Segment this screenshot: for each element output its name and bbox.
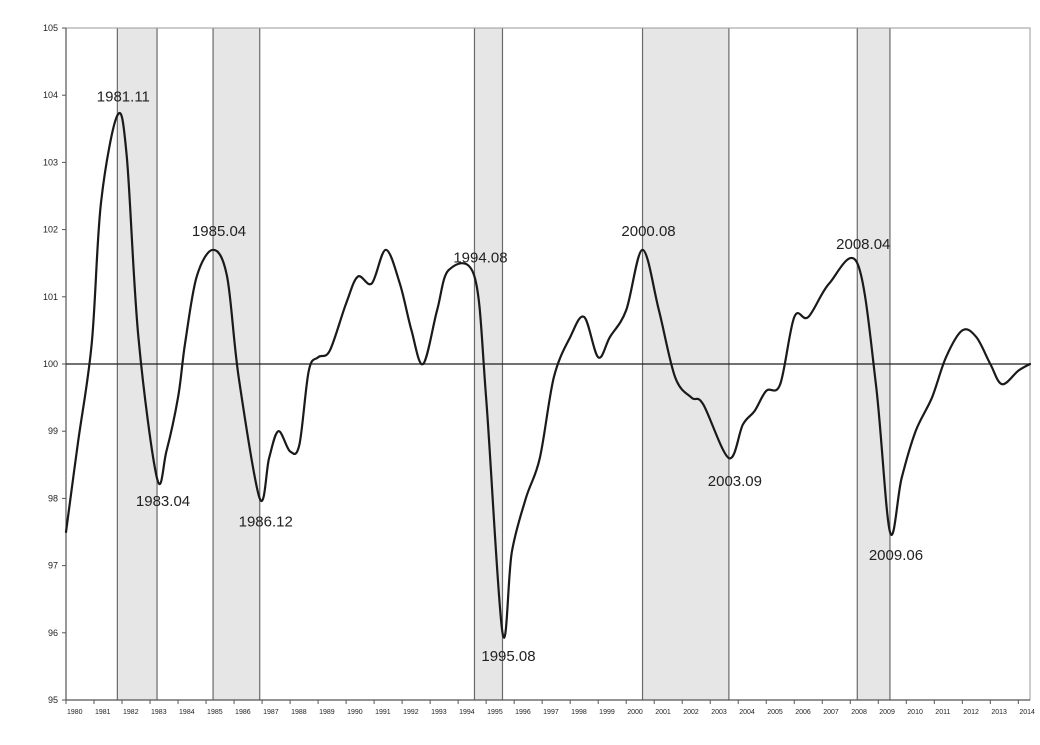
x-tick-label: 1998 xyxy=(571,709,587,716)
annotation-label: 2009.06 xyxy=(869,547,923,564)
x-tick-label: 2000 xyxy=(627,709,643,716)
annotation-label: 2000.08 xyxy=(621,223,675,240)
series-line xyxy=(64,112,1032,639)
x-tick-label: 1999 xyxy=(599,709,615,716)
x-tick-label: 2007 xyxy=(823,709,839,716)
x-tick-label: 1980 xyxy=(67,709,83,716)
annotation-label: 1985.04 xyxy=(192,223,246,240)
x-tick-label: 1985 xyxy=(207,709,223,716)
x-tick-label: 1983 xyxy=(151,709,167,716)
x-tick-label: 1984 xyxy=(179,709,195,716)
x-tick-label: 1990 xyxy=(347,709,363,716)
x-tick-label: 2002 xyxy=(683,709,699,716)
y-tick-label: 99 xyxy=(48,426,58,436)
annotation-label: 1986.12 xyxy=(239,513,293,530)
annotation-label: 1994.08 xyxy=(453,250,507,267)
annotation-label: 1995.08 xyxy=(481,648,535,665)
x-tick-label: 2011 xyxy=(935,709,950,716)
y-tick-label: 100 xyxy=(43,359,58,369)
y-tick-label: 98 xyxy=(48,493,58,503)
x-tick-label: 2004 xyxy=(739,709,755,716)
x-tick-label: 2001 xyxy=(655,709,671,716)
y-tick-label: 102 xyxy=(43,225,58,235)
y-tick-label: 103 xyxy=(43,157,58,167)
annotation-label: 1983.04 xyxy=(136,493,190,510)
x-tick-label: 1996 xyxy=(515,709,531,716)
x-tick-label: 1993 xyxy=(431,709,447,716)
x-tick-label: 2003 xyxy=(711,709,727,716)
y-tick-label: 95 xyxy=(48,695,58,705)
annotation-group: 1981.11 1983.04 1985.04 1986.12 1994.08 1995.… xyxy=(97,88,923,664)
x-tick-label: 2005 xyxy=(767,709,783,716)
annotation-label: 2008.04 xyxy=(836,236,890,253)
x-tick-label: 1994 xyxy=(459,709,475,716)
y-tick-label: 104 xyxy=(43,90,58,100)
x-tick-label: 1982 xyxy=(123,709,139,716)
x-tick-label: 1997 xyxy=(543,709,559,716)
x-tick-label: 2006 xyxy=(795,709,811,716)
y-tick-label: 96 xyxy=(48,628,58,638)
x-tick-label: 2008 xyxy=(851,709,867,716)
y-tick-label: 105 xyxy=(43,23,58,33)
x-tick-label: 2009 xyxy=(879,709,895,716)
y-tick-label: 101 xyxy=(43,292,58,302)
x-tick-label: 1987 xyxy=(263,709,279,716)
x-tick-label: 1981 xyxy=(95,709,111,716)
x-tick-label: 1995 xyxy=(487,709,503,716)
x-tick-label: 2010 xyxy=(907,709,923,716)
x-tick-label: 1988 xyxy=(291,709,307,716)
x-tick-label: 1986 xyxy=(235,709,251,716)
x-tick-label: 2012 xyxy=(963,709,979,716)
x-tick-label: 2013 xyxy=(991,709,1007,716)
y-tick-label: 97 xyxy=(48,561,58,571)
annotation-label: 2003.09 xyxy=(708,473,762,490)
x-tick-label: 1989 xyxy=(319,709,335,716)
series-group xyxy=(64,112,1032,639)
x-tick-label: 2014 xyxy=(1019,709,1035,716)
x-tick-label: 1991 xyxy=(375,709,391,716)
annotation-label: 1981.11 xyxy=(97,88,150,105)
x-tick-label: 1992 xyxy=(403,709,419,716)
